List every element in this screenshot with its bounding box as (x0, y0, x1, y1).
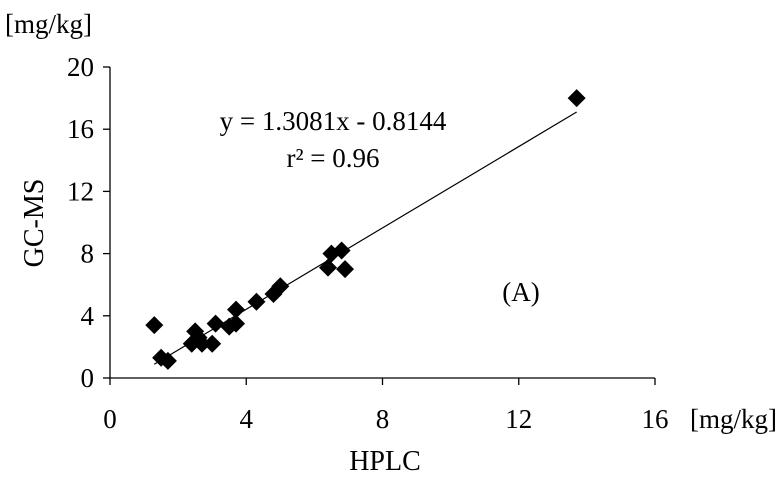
ticks: 0 4 8 12 16 0 4 8 12 16 20 (67, 52, 669, 434)
data-point (145, 316, 164, 335)
panel-label: (A) (502, 277, 539, 307)
x-tick-label: 4 (240, 404, 254, 434)
x-tick-label: 8 (376, 404, 390, 434)
r-squared-label: r² = 0.96 (286, 143, 379, 173)
x-tick-label: 16 (642, 404, 669, 434)
regression-equation: y = 1.3081x - 0.8144 (220, 106, 447, 136)
y-tick-label: 12 (67, 176, 94, 206)
y-axis-title: GC-MS (19, 179, 50, 268)
y-tick-label: 20 (67, 52, 94, 82)
data-point (192, 334, 211, 353)
trendline-group (153, 111, 577, 365)
data-point (227, 300, 246, 319)
y-tick-label: 8 (81, 239, 95, 269)
y-unit-label: [mg/kg] (5, 9, 92, 39)
data-point (206, 314, 225, 333)
data-point (203, 334, 222, 353)
data-point (567, 89, 586, 108)
x-axis-title: HPLC (349, 446, 421, 477)
data-point (319, 258, 337, 277)
trendline (153, 111, 577, 365)
x-unit-label: [mg/kg] (690, 404, 777, 434)
data-point (158, 351, 177, 370)
y-tick-label: 4 (81, 301, 95, 331)
data-points (145, 89, 586, 370)
data-point (227, 314, 246, 333)
x-tick-label: 12 (505, 404, 532, 434)
data-point (332, 241, 351, 260)
data-point (247, 292, 266, 311)
y-tick-label: 0 (81, 363, 95, 393)
data-point (271, 277, 290, 296)
y-tick-label: 16 (67, 114, 94, 144)
data-point (336, 260, 355, 279)
x-tick-label: 0 (103, 404, 117, 434)
